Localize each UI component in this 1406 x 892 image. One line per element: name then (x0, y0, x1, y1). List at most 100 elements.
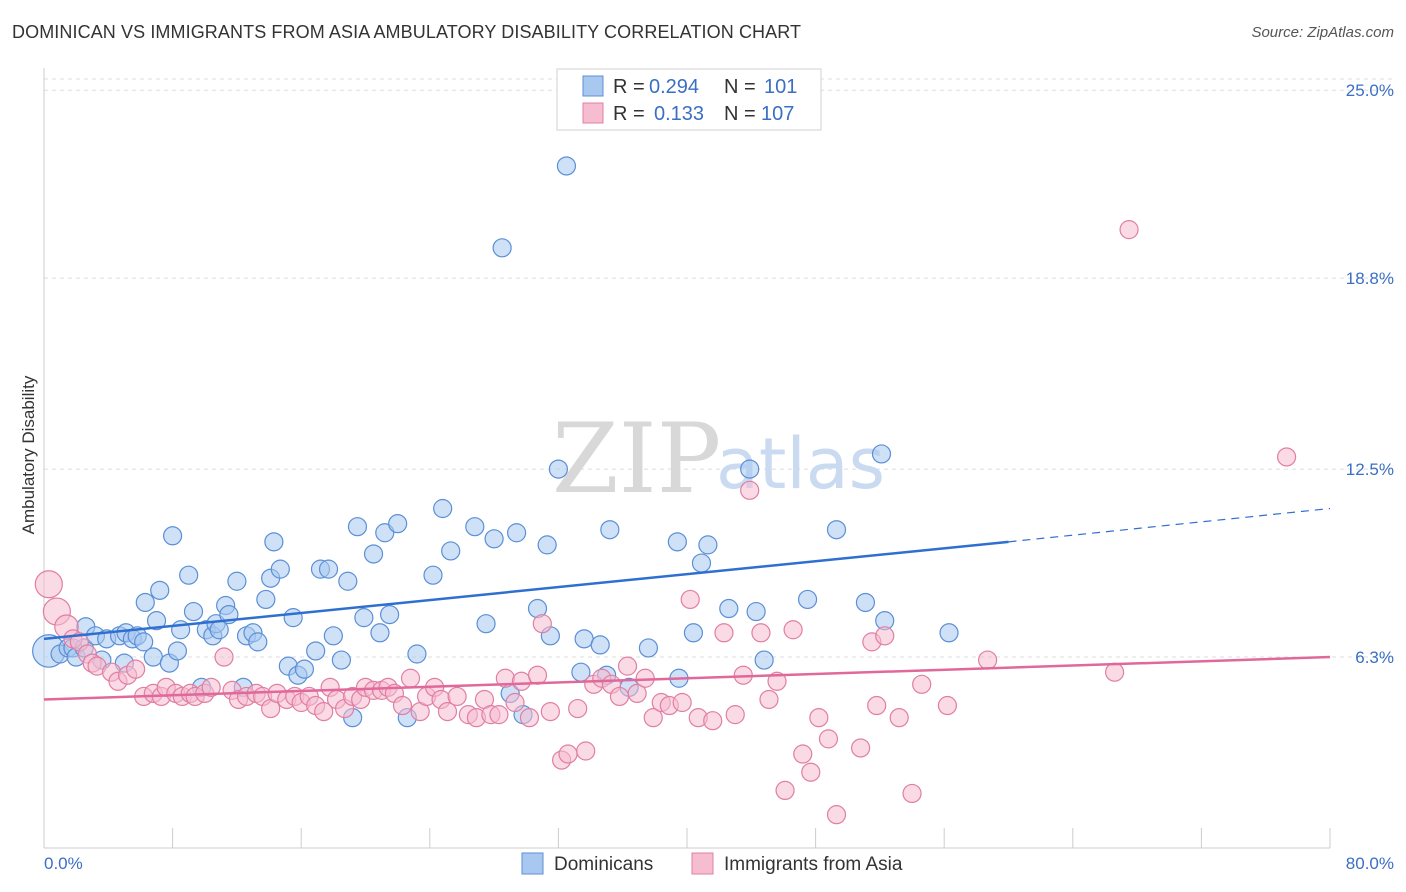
data-point (746, 601, 766, 622)
data-point (270, 559, 290, 579)
trend-line-immigrants-from-asia (43, 655, 1331, 701)
legend-r-label-asia: R = (613, 103, 645, 125)
grid-lines: 6.3% 12.5% 18.8% 25.0% (44, 78, 1394, 667)
data-point (871, 444, 892, 464)
data-point (433, 498, 453, 519)
data-point (751, 623, 771, 643)
data-point (889, 708, 909, 728)
data-point (638, 638, 659, 658)
data-point (826, 805, 847, 825)
data-point (214, 647, 234, 667)
data-point (568, 698, 588, 719)
data-point (691, 553, 712, 573)
legend-n-value-dominicans: 101 (764, 76, 797, 98)
trend-line-extension-dominicans (1008, 507, 1331, 543)
legend-bottom: Dominicans Immigrants from Asia (521, 852, 903, 875)
data-point (283, 608, 303, 628)
data-point (314, 701, 334, 722)
legend-swatch-dominicans (582, 75, 604, 97)
data-point (937, 695, 958, 716)
data-point (643, 708, 663, 728)
data-point (201, 677, 221, 697)
data-point (537, 535, 557, 555)
data-point (801, 762, 821, 782)
data-point (576, 741, 596, 761)
data-point (617, 656, 638, 676)
data-point (818, 729, 839, 749)
data-point (347, 517, 368, 537)
data-point (484, 529, 504, 549)
data-point (714, 623, 734, 643)
data-point (683, 623, 704, 643)
data-point (912, 674, 932, 694)
data-point (556, 156, 577, 176)
trend-line-dominicans (43, 540, 1009, 641)
data-point (323, 626, 343, 646)
legend-top: R = 0.294 N = 101 R = 0.133 N = 107 (556, 68, 822, 131)
data-point (875, 626, 895, 646)
data-point (400, 668, 421, 688)
data-point (407, 644, 427, 664)
data-point (492, 238, 512, 258)
data-point (126, 659, 146, 679)
data-point (826, 520, 847, 540)
data-point (740, 480, 760, 500)
data-point (167, 641, 188, 661)
data-point (703, 711, 723, 731)
legend-n-label-dominicans: N = (724, 76, 756, 98)
data-point (672, 692, 692, 713)
legend-swatch-asia (582, 102, 604, 124)
data-point (851, 738, 871, 758)
data-point (574, 629, 594, 649)
data-point (388, 514, 408, 534)
data-point (264, 532, 284, 552)
data-point (437, 701, 458, 722)
data-point (143, 647, 163, 667)
data-point (527, 665, 548, 685)
data-point (855, 592, 876, 613)
data-point (227, 571, 247, 591)
data-point (423, 565, 443, 585)
watermark: ZIP atlas (552, 403, 885, 515)
data-point (318, 559, 339, 579)
data-point (134, 632, 154, 652)
trend-lines (43, 507, 1331, 701)
data-point (1119, 220, 1139, 240)
data-point (511, 671, 532, 691)
data-point (627, 683, 647, 704)
data-point (600, 520, 620, 540)
axes (43, 68, 1331, 849)
data-point (163, 526, 183, 546)
data-point (1276, 447, 1297, 467)
data-point (465, 517, 485, 537)
legend-r-value-asia: 0.133 (654, 103, 704, 125)
data-point (548, 459, 569, 479)
data-point (867, 695, 887, 716)
data-point (34, 570, 63, 599)
data-point (797, 589, 818, 610)
data-point (558, 744, 578, 764)
data-point (150, 580, 170, 600)
data-point (680, 589, 700, 610)
series-immigrants-from-asia (34, 220, 1297, 825)
data-point (1104, 662, 1125, 682)
legend-n-label-asia: N = (724, 103, 756, 125)
data-point (489, 705, 509, 725)
legend-r-value-dominicans: 0.294 (649, 76, 699, 98)
data-point (740, 459, 760, 479)
data-point (306, 641, 326, 661)
data-point (902, 783, 922, 804)
data-point (354, 608, 374, 628)
legend-n-value-asia: 107 (761, 103, 794, 125)
data-point (370, 623, 390, 643)
data-point (392, 695, 413, 716)
data-point (380, 604, 400, 625)
chart-source: Source: ZipAtlas.com (1251, 24, 1394, 41)
data-point (590, 635, 610, 655)
data-point (338, 571, 358, 591)
data-point (146, 611, 167, 631)
y-tick-label: 18.8% (1346, 269, 1394, 288)
data-point (609, 686, 630, 707)
y-tick-label: 25.0% (1346, 81, 1394, 100)
